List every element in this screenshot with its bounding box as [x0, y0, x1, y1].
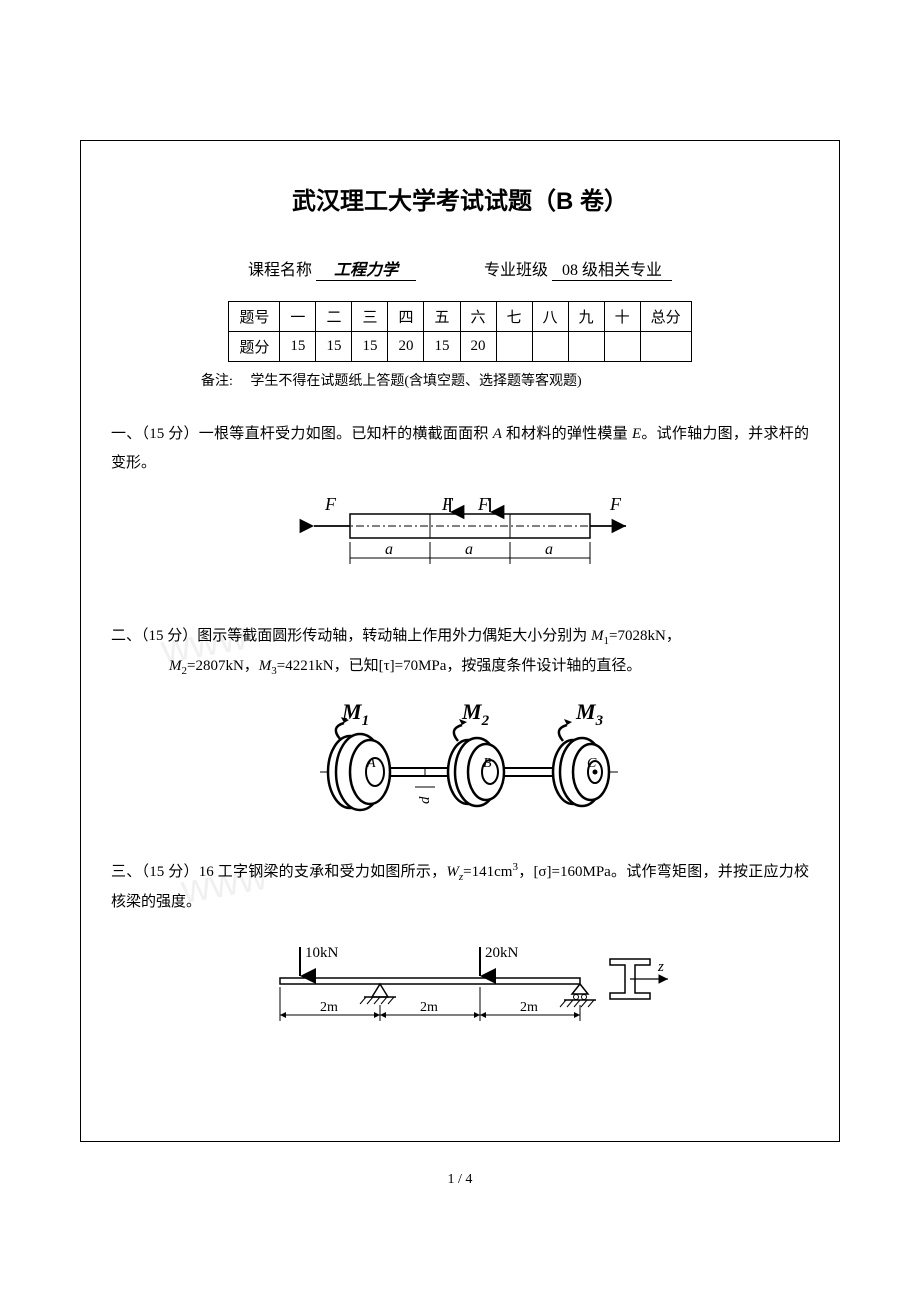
q1-var1: A	[493, 426, 502, 442]
figure-3: 10kN 20kN	[111, 931, 809, 1056]
score-cell: 20	[460, 332, 496, 362]
col-cell: 三	[352, 302, 388, 332]
course-name: 工程力学	[316, 256, 416, 281]
m-sub: 3	[595, 713, 604, 729]
q2-m1-val: =7028kN，	[609, 628, 681, 644]
svg-text:M2: M2	[461, 699, 490, 729]
table-row: 题分 15 15 15 20 15 20	[229, 332, 691, 362]
col-cell: 四	[388, 302, 424, 332]
dim-label: 2m	[520, 1000, 538, 1015]
score-cell: 15	[424, 332, 460, 362]
dim-label: a	[545, 541, 553, 558]
note-prefix: 备注:	[201, 374, 233, 389]
d-label: d	[417, 796, 433, 804]
z-label: z	[657, 959, 664, 975]
score-cell: 15	[316, 332, 352, 362]
note-text: 学生不得在试题纸上答题(含填空题、选择题等客观题)	[250, 374, 581, 389]
score-cell	[568, 332, 604, 362]
m-label: M	[341, 699, 363, 724]
figure-2: M1 M2 M3 A B C d	[111, 697, 809, 832]
dim-label: 2m	[320, 1000, 338, 1015]
dim-label: a	[465, 541, 473, 558]
force-label: F	[441, 494, 454, 514]
q1-text: 和材料的弹性模量	[502, 426, 632, 442]
exam-title: 武汉理工大学考试试题（B 卷）	[111, 181, 809, 216]
class-name: 08 级相关专业	[552, 256, 672, 281]
figure-1-svg: F F F F a a a	[280, 492, 640, 592]
dim-label: 2m	[420, 1000, 438, 1015]
figure-1: F F F F a a a	[111, 492, 809, 597]
q2-m3: M	[259, 658, 272, 674]
score-cell: 20	[388, 332, 424, 362]
q3-wz: W	[446, 864, 459, 880]
course-info-row: 课程名称 工程力学 专业班级 08 级相关专业	[111, 256, 809, 281]
m-label: M	[575, 699, 597, 724]
q3-wz-val: =141cm	[463, 864, 512, 880]
q1-prefix: 一、（15 分）	[111, 426, 199, 442]
figure-3-svg: 10kN 20kN	[230, 931, 690, 1051]
m-sub: 1	[362, 713, 370, 729]
m-label: M	[461, 699, 483, 724]
q1-text: 一根等直杆受力如图。已知杆的横截面面积	[199, 426, 493, 442]
q2-text: 图示等截面圆形传动轴，转动轴上作用外力偶矩大小分别为	[197, 628, 591, 644]
question-2: 二、（15 分）图示等截面圆形传动轴，转动轴上作用外力偶矩大小分别为 M1=70…	[111, 622, 809, 682]
q3-text: 16 工字钢梁的支承和受力如图所示，	[199, 864, 447, 880]
force-label: F	[609, 494, 622, 514]
dim-label: a	[385, 541, 393, 558]
col-cell: 十	[604, 302, 640, 332]
header-label-cell: 题号	[229, 302, 280, 332]
table-row: 题号 一 二 三 四 五 六 七 八 九 十 总分	[229, 302, 691, 332]
col-cell: 八	[532, 302, 568, 332]
score-cell	[640, 332, 691, 362]
q2-m2-val: =2807kN，	[187, 658, 259, 674]
q2-prefix: 二、（15 分）	[111, 628, 197, 644]
q2-text2: 已知[τ]=70MPa，按强度条件设计轴的直径。	[349, 658, 642, 674]
note-row: 备注: 学生不得在试题纸上答题(含填空题、选择题等客观题)	[201, 370, 809, 390]
q2-m2: M	[169, 658, 182, 674]
page-frame: www www 武汉理工大学考试试题（B 卷） 课程名称 工程力学 专业班级 0…	[80, 140, 840, 1142]
page-number: 1 / 4	[0, 1172, 920, 1188]
course-label: 课程名称	[248, 256, 312, 280]
svg-text:M1: M1	[341, 699, 369, 729]
col-cell: 六	[460, 302, 496, 332]
question-1: 一、（15 分）一根等直杆受力如图。已知杆的横截面面积 A 和材料的弹性模量 E…	[111, 420, 809, 477]
question-3: 三、（15 分）16 工字钢梁的支承和受力如图所示，Wz=141cm3，[σ]=…	[111, 857, 809, 916]
score-cell: 15	[352, 332, 388, 362]
q3-prefix: 三、（15 分）	[111, 864, 199, 880]
col-cell: 七	[496, 302, 532, 332]
class-label: 专业班级	[484, 256, 548, 280]
q2-m1: M	[591, 628, 604, 644]
node-label: A	[366, 756, 376, 771]
node-label: C	[587, 756, 597, 771]
score-cell	[532, 332, 568, 362]
node-label: B	[483, 756, 492, 771]
score-cell	[496, 332, 532, 362]
col-cell: 九	[568, 302, 604, 332]
score-table: 题号 一 二 三 四 五 六 七 八 九 十 总分 题分 15 15 15 20…	[228, 301, 691, 362]
load-label: 10kN	[305, 945, 339, 961]
force-label: F	[477, 494, 490, 514]
col-cell: 二	[316, 302, 352, 332]
col-cell: 五	[424, 302, 460, 332]
score-label-cell: 题分	[229, 332, 280, 362]
m-sub: 2	[481, 713, 490, 729]
svg-text:M3: M3	[575, 699, 604, 729]
q2-m3-val: =4221kN，	[277, 658, 349, 674]
score-cell: 15	[280, 332, 316, 362]
col-cell: 总分	[640, 302, 691, 332]
force-label: F	[324, 494, 337, 514]
score-cell	[604, 332, 640, 362]
figure-2-svg: M1 M2 M3 A B C d	[280, 697, 640, 827]
col-cell: 一	[280, 302, 316, 332]
q1-var2: E	[632, 426, 641, 442]
load-label: 20kN	[485, 945, 519, 961]
